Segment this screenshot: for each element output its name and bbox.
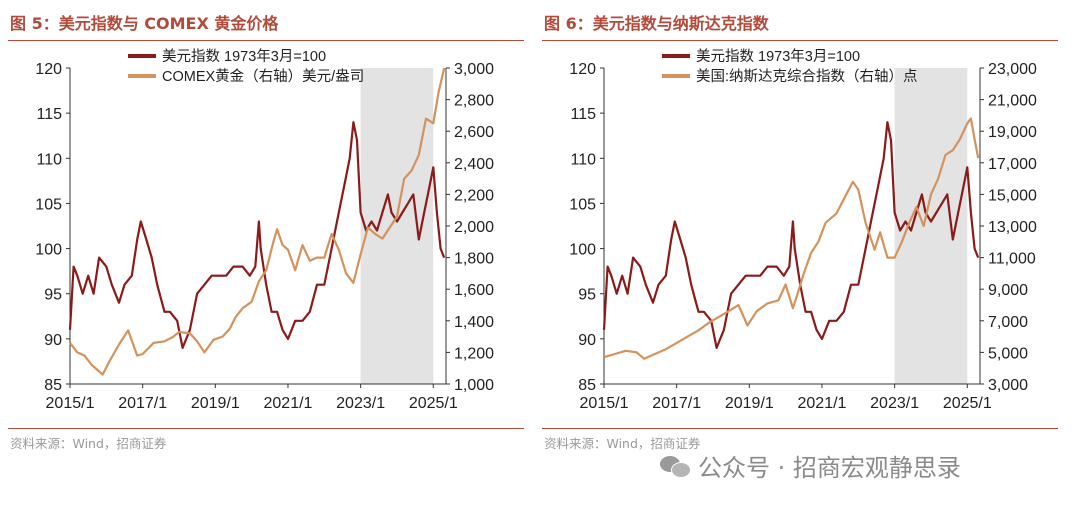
right-tick-label: 3,000 <box>454 61 494 78</box>
right-tick-label: 17,000 <box>988 156 1037 173</box>
x-tick-label: 2015/1 <box>46 395 95 412</box>
right-tick-label: 9,000 <box>988 282 1028 299</box>
watermark-text: 公众号 · 招商宏观静思录 <box>698 454 961 482</box>
right-tick-label: 2,200 <box>454 187 494 204</box>
x-tick-label: 2019/1 <box>725 395 774 412</box>
left-tick-label: 115 <box>36 106 62 123</box>
left-tick-label: 120 <box>35 61 62 78</box>
left-tick-label: 100 <box>35 242 62 259</box>
legend-label-1: 美元指数 1973年3月=100 <box>162 48 326 65</box>
x-tick-label: 2017/1 <box>118 395 167 412</box>
left-tick-label: 115 <box>570 106 596 123</box>
x-tick-label: 2023/1 <box>870 395 919 412</box>
figure-5-panel: 图 5：美元指数与 COMEX 黄金价格 85 90 95 100 105 110 115 1… <box>8 0 528 460</box>
right-tick-label: 2,000 <box>454 219 494 236</box>
right-tick-label: 19,000 <box>988 124 1037 141</box>
watermark: 公众号 · 招商宏观静思录 <box>660 448 961 483</box>
series-line-2 <box>603 117 980 360</box>
x-tick-label: 2015/1 <box>580 395 629 412</box>
figure-6-panel: 图 6：美元指数与纳斯达克指数 85 90 95 100 105 110 115 120 3,0… <box>542 0 1062 460</box>
right-tick-label: 2,600 <box>454 124 494 141</box>
figure-6-title: 图 6：美元指数与纳斯达克指数 <box>544 14 769 33</box>
wechat-icon <box>660 453 691 479</box>
right-tick-label: 5,000 <box>988 345 1028 362</box>
left-tick-label: 100 <box>569 242 596 259</box>
right-tick-label: 1,200 <box>454 345 494 362</box>
x-tick-label: 2023/1 <box>336 395 385 412</box>
figure-6-chart: 85 90 95 100 105 110 115 120 3,000 5,000 7,000 9,00… <box>569 48 1037 412</box>
legend-label-2: COMEX黄金（右轴）美元/盎司 <box>162 68 364 85</box>
left-tick-label: 95 <box>44 287 62 304</box>
right-tick-label: 1,800 <box>454 251 494 268</box>
figure-6-title-rule <box>542 40 1058 41</box>
right-tick-label: 11,000 <box>988 251 1036 268</box>
right-tick-label: 13,000 <box>988 219 1037 236</box>
right-tick-label: 15,000 <box>988 187 1037 204</box>
figure-5-source: 资料来源：Wind，招商证券 <box>10 436 167 451</box>
x-tick-label: 2019/1 <box>191 395 240 412</box>
legend-label-1: 美元指数 1973年3月=100 <box>696 48 860 65</box>
left-tick-label: 120 <box>569 61 596 78</box>
legend-label-2: 美国:纳斯达克综合指数（右轴）点 <box>696 68 918 85</box>
left-tick-label: 105 <box>569 196 596 213</box>
left-tick-label: 85 <box>44 377 62 394</box>
right-tick-label: 3,000 <box>988 377 1028 394</box>
x-tick-label: 2021/1 <box>798 395 847 412</box>
left-tick-label: 85 <box>578 377 596 394</box>
left-tick-label: 105 <box>35 196 62 213</box>
right-tick-label: 1,600 <box>454 282 494 299</box>
left-tick-label: 90 <box>578 332 596 349</box>
right-tick-label: 7,000 <box>988 314 1028 331</box>
left-tick-label: 90 <box>44 332 62 349</box>
figure-5-chart: 85 90 95 100 105 110 115 120 1,000 1,200 1,400 1,60… <box>35 48 494 412</box>
figure-6-bottom-rule <box>542 428 1058 429</box>
figure-5-bottom-rule <box>8 428 524 429</box>
series-line-2 <box>69 67 446 376</box>
series-line-1 <box>68 121 446 349</box>
left-tick-label: 110 <box>36 151 62 168</box>
figure-5-title-rule <box>8 40 524 41</box>
figure-6-source: 资料来源：Wind，招商证券 <box>544 436 701 451</box>
left-tick-label: 110 <box>570 151 596 168</box>
x-tick-label: 2021/1 <box>264 395 313 412</box>
right-tick-label: 23,000 <box>988 61 1037 78</box>
x-tick-label: 2025/1 <box>409 395 458 412</box>
figure-5-title: 图 5：美元指数与 COMEX 黄金价格 <box>10 14 279 33</box>
right-tick-label: 2,400 <box>454 156 494 173</box>
x-tick-label: 2025/1 <box>943 395 992 412</box>
right-tick-label: 1,000 <box>454 377 494 394</box>
right-tick-label: 2,800 <box>454 93 494 110</box>
left-tick-label: 95 <box>578 287 596 304</box>
x-tick-label: 2017/1 <box>652 395 701 412</box>
right-tick-label: 21,000 <box>988 93 1037 110</box>
right-tick-label: 1,400 <box>454 314 494 331</box>
